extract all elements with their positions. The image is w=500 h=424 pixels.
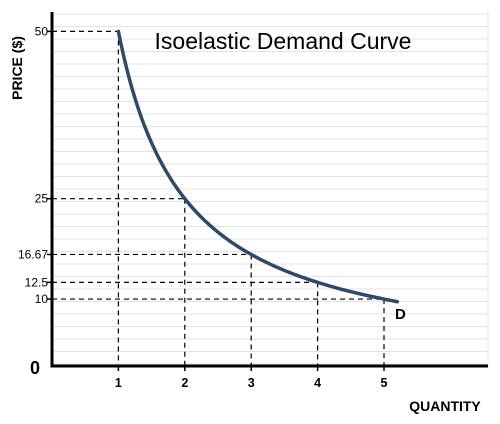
y-axis-title: PRICE ($) (9, 36, 25, 100)
demand-curve (116, 29, 400, 304)
x-tick-label-2: 2 (181, 376, 188, 390)
curve-label-d: D (395, 306, 406, 323)
chart-title: Isoelastic Demand Curve (155, 28, 412, 54)
tick-marks (47, 30, 385, 371)
x-tick-label-3: 3 (248, 376, 255, 390)
tick-labels: 1 2 3 4 5 50 25 16.67 12.5 10 (18, 24, 388, 390)
x-tick-label-5: 5 (381, 376, 388, 390)
x-tick-label-1: 1 (115, 376, 122, 390)
origin-label: 0 (30, 358, 40, 378)
y-tick-label-25: 25 (35, 192, 49, 206)
x-tick-label-4: 4 (314, 376, 321, 390)
gridlines (52, 12, 489, 366)
guide-lines (52, 30, 385, 366)
y-tick-label-50: 50 (35, 24, 49, 38)
y-tick-label-16-67: 16.67 (18, 247, 48, 261)
y-tick-label-10: 10 (35, 292, 49, 306)
y-tick-label-12-5: 12.5 (25, 275, 49, 289)
x-axis-title: QUANTITY (409, 398, 481, 414)
axes (50, 12, 488, 368)
